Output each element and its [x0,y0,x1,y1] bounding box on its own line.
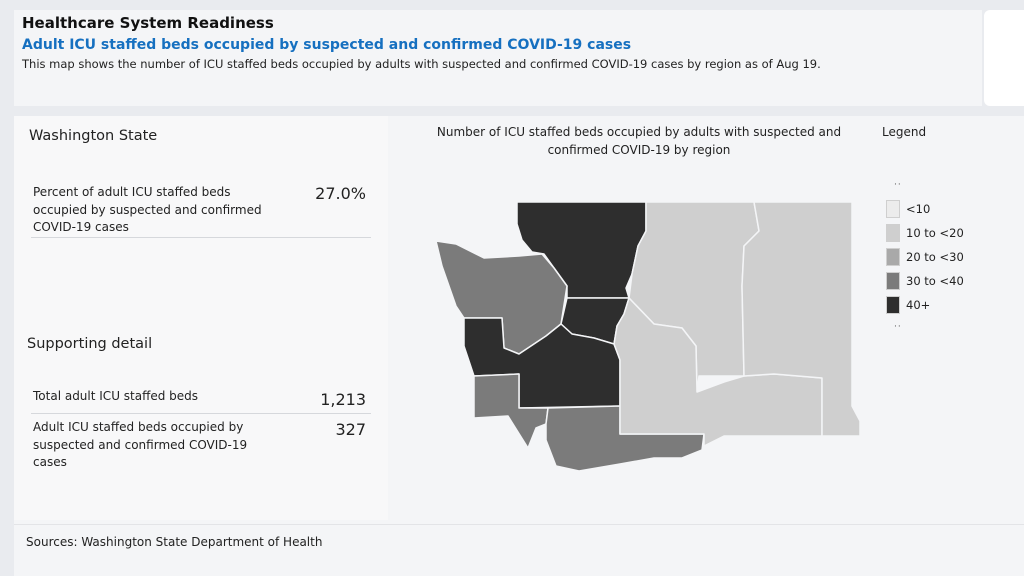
legend-swatch [886,272,900,290]
divider [31,413,371,414]
region-eastern[interactable] [741,201,861,437]
legend-label: 10 to <20 [906,226,964,240]
washington-regions-map [435,201,861,471]
legend-label: <10 [906,202,931,216]
main-card: Washington State Percent of adult ICU st… [14,116,1024,576]
summary-panel: Washington State Percent of adult ICU st… [14,116,388,520]
legend-item[interactable]: <10 [886,200,996,218]
page-description: This map shows the number of ICU staffed… [22,57,821,71]
legend-label: 30 to <40 [906,274,964,288]
footer-card: Sources: Washington State Department of … [14,524,1024,572]
occupied-beds-value: 327 [335,420,366,439]
legend-swatch [886,248,900,266]
percent-value: 27.0% [315,184,366,203]
legend-swatch [886,200,900,218]
header-side-panel [984,10,1024,106]
header-card: Healthcare System Readiness Adult ICU st… [14,10,982,106]
page-subtitle: Adult ICU staffed beds occupied by suspe… [22,37,632,53]
total-beds-value: 1,213 [320,390,366,409]
legend-title: Legend [882,125,927,139]
legend-item[interactable]: 20 to <30 [886,248,996,266]
total-beds-label: Total adult ICU staffed beds [33,389,199,403]
supporting-detail-title: Supporting detail [27,336,153,352]
legend-label: 40+ [906,298,931,312]
legend-swatch [886,296,900,314]
region-title: Washington State [29,128,158,144]
occupied-beds-label: Adult ICU staffed beds occupied by suspe… [33,420,248,469]
page-title: Healthcare System Readiness [22,14,274,32]
divider [31,237,371,238]
region-southwest[interactable] [473,373,549,449]
sources-text: Sources: Washington State Department of … [26,535,323,549]
legend-item[interactable]: 30 to <40 [886,272,996,290]
legend-swatch [886,224,900,242]
percent-label: Percent of adult ICU staffed beds occupi… [33,185,262,234]
legend-item[interactable]: 40+ [886,296,996,314]
map-title: Number of ICU staffed beds occupied by a… [436,125,842,157]
legend-scroll-down-icon[interactable]: ·· [894,322,902,332]
legend-item[interactable]: 10 to <20 [886,224,996,242]
legend-label: 20 to <30 [906,250,964,264]
legend-scroll-up-icon[interactable]: ·· [894,180,902,190]
